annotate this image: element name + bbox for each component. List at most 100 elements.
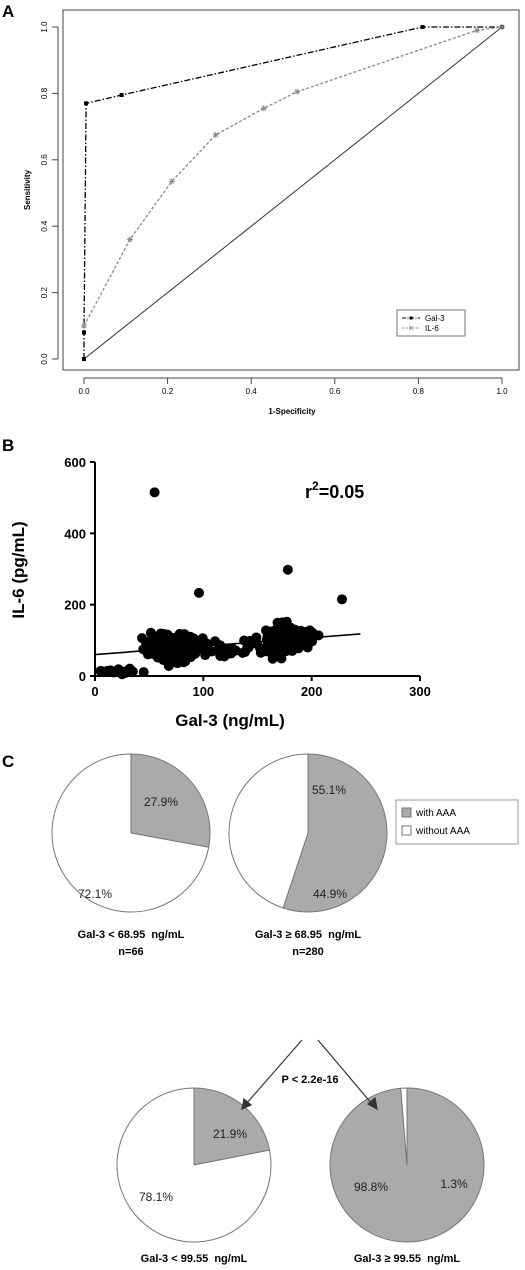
scatter-point xyxy=(287,645,298,656)
scatter-point xyxy=(251,632,262,643)
roc-point-il-6 xyxy=(126,236,133,243)
pie-slice-with-aaa xyxy=(130,753,211,848)
pie-slice-without-aaa xyxy=(51,753,210,913)
scatter-point xyxy=(168,653,179,664)
pie-3: 21.9%78.1%Gal-3 < 99.55 ng/mLn=160 xyxy=(116,1087,272,1265)
pie-2: 55.1% 44.9% Gal-3 ≥ 68.95 ng/mL n=280 xyxy=(228,753,388,958)
pie-slice-label: 44.9% xyxy=(313,887,347,901)
roc-point-gal-3 xyxy=(84,101,89,106)
scatter-x-tick-label: 300 xyxy=(409,684,431,699)
roc-x-tick-label: 0.8 xyxy=(413,387,425,396)
scatter-point xyxy=(287,638,298,649)
roc-point-il-6 xyxy=(294,88,301,95)
scatter-point xyxy=(138,644,149,655)
legend-label-without-aaa: without AAA xyxy=(415,826,470,837)
scatter-point xyxy=(181,651,192,662)
legend-swatch-without-aaa xyxy=(401,825,412,836)
pie-legend: with AAA without AAA xyxy=(395,799,519,845)
scatter-point xyxy=(122,667,133,678)
legend-swatch-with-aaa xyxy=(401,807,412,818)
scatter-point xyxy=(194,587,204,598)
scatter-y-tick-label: 200 xyxy=(64,598,86,613)
roc-x-axis-label: 1-Specificity xyxy=(268,407,316,416)
legend-label-gal-3: Gal-3 xyxy=(425,314,445,323)
scatter-point xyxy=(265,647,276,658)
panel-c-letter: C xyxy=(2,752,15,771)
pie-slice-label: 1.3% xyxy=(440,1177,468,1191)
scatter-x-tick-label: 100 xyxy=(192,684,214,699)
scatter-point xyxy=(167,637,178,648)
roc-y-tick-label: 0.8 xyxy=(40,87,49,99)
scatter-point xyxy=(284,626,295,637)
pie-caption: Gal-3 ≥ 99.55 ng/mL xyxy=(354,1253,461,1265)
roc-y-tick-label: 0.6 xyxy=(40,154,49,166)
roc-chart: 0.0 0.2 0.4 0.6 0.8 1.0 0.0 0.2 0.4 0.6 0.8 1.0 Gal… xyxy=(23,9,520,416)
roc-point-il-6 xyxy=(473,27,480,34)
scatter-y-axis-label: IL-6 (pg/mL) xyxy=(9,521,28,618)
roc-point-gal-3 xyxy=(82,330,86,335)
scatter-point xyxy=(138,667,149,678)
roc-y-tick-label: 1.0 xyxy=(40,21,49,33)
roc-x-tick-label: 0.6 xyxy=(329,387,341,396)
roc-plot-frame xyxy=(62,9,520,371)
pie-slice-without-aaa xyxy=(400,1087,408,1166)
scatter-point xyxy=(262,631,273,642)
roc-y-tick-label: 0.4 xyxy=(40,220,49,232)
scatter-point xyxy=(206,646,217,657)
pie-slice-label: 72.1% xyxy=(78,887,112,901)
roc-x-tick-label: 0.0 xyxy=(78,387,90,396)
pie-slice-label: 21.9% xyxy=(213,1127,247,1141)
roc-x-tick-label: 0.4 xyxy=(246,387,258,396)
scatter-point xyxy=(282,564,293,575)
roc-point-il-6 xyxy=(499,24,505,30)
roc-x-tick-label: 0.2 xyxy=(162,387,174,396)
scatter-point xyxy=(239,635,250,646)
pie-slice-label: 27.9% xyxy=(144,795,178,809)
pie-slice-label: 55.1% xyxy=(312,783,346,797)
panel-b-letter: B xyxy=(2,436,15,455)
scatter-chart: 0 100 200 300 0 200 400 600 r2=0.05 Gal-3 (ng/m… xyxy=(9,455,431,730)
pie-slice-with-aaa xyxy=(282,753,388,913)
scatter-y-tick-label: 400 xyxy=(64,526,86,541)
pie-sample-size: n=280 xyxy=(292,946,324,958)
roc-point-il-6 xyxy=(260,105,267,112)
scatter-x-axis-label: Gal-3 (ng/mL) xyxy=(175,711,285,730)
legend-label-il-6: IL-6 xyxy=(425,324,439,333)
roc-legend: Gal-3IL-6 xyxy=(396,309,466,337)
pie-caption: Gal-3 < 99.55 ng/mL xyxy=(141,1253,248,1265)
panel-a-letter: A xyxy=(2,2,15,21)
pie-slice-without-aaa xyxy=(228,753,309,909)
scatter-point xyxy=(230,645,241,656)
scatter-x-tick-label: 200 xyxy=(301,684,323,699)
pie-slice-without-aaa xyxy=(116,1087,272,1243)
roc-point-il-6 xyxy=(168,178,175,185)
pie-charts: 27.9% 72.1% Gal-3 < 68.95 ng/mL n=66 55.1% 44… xyxy=(51,753,519,1265)
legend-label-with-aaa: with AAA xyxy=(415,808,456,819)
regression-line xyxy=(94,633,361,656)
roc-point-gal-3 xyxy=(82,357,86,361)
pie-caption: Gal-3 < 68.95 ng/mL xyxy=(78,929,185,941)
pie-1: 27.9% 72.1% Gal-3 < 68.95 ng/mL n=66 xyxy=(51,753,211,958)
split-arrows xyxy=(241,1039,378,1111)
roc-x-tick-label: 1.0 xyxy=(496,387,508,396)
roc-point-il-6 xyxy=(81,322,87,329)
roc-point-gal-3 xyxy=(420,25,425,29)
pie-caption: Gal-3 ≥ 68.95 ng/mL xyxy=(255,929,362,941)
roc-reference-line xyxy=(83,26,503,360)
r-squared-annotation: r2=0.05 xyxy=(305,479,364,502)
scatter-point xyxy=(188,635,199,646)
roc-line-il-6 xyxy=(83,26,503,327)
scatter-y-tick-label: 0 xyxy=(79,669,86,684)
scatter-point xyxy=(254,643,265,654)
scatter-point xyxy=(337,594,347,605)
scatter-point xyxy=(149,487,160,498)
p-value-label: P < 2.2e-16 xyxy=(282,1074,339,1086)
scatter-point xyxy=(215,649,226,660)
scatter-x-tick-label: 0 xyxy=(91,684,98,699)
scatter-point xyxy=(145,627,156,638)
roc-y-tick-label: 0.2 xyxy=(40,286,49,298)
scatter-point xyxy=(277,617,288,628)
roc-point-il-6 xyxy=(212,131,219,138)
pie-sample-size: n=66 xyxy=(118,946,143,958)
roc-point-gal-3 xyxy=(119,93,124,98)
